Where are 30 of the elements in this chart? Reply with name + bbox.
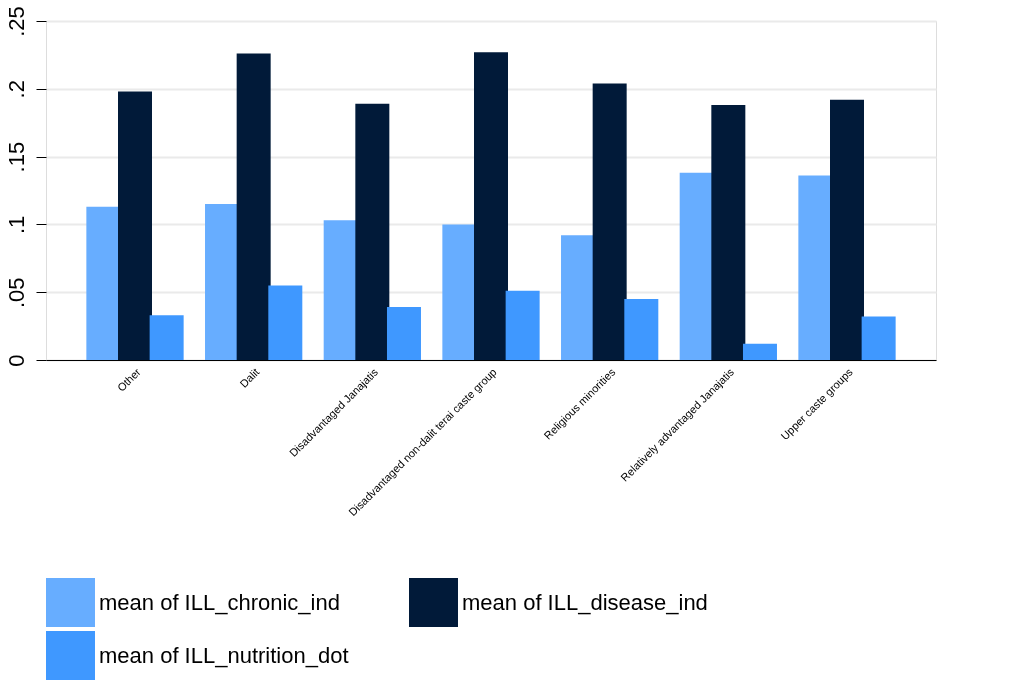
bar — [149, 315, 184, 360]
bar — [830, 99, 864, 360]
bar — [505, 290, 540, 360]
y-tick-label: .1 — [3, 215, 29, 235]
bar — [711, 105, 746, 360]
y-tick-label: .15 — [3, 141, 29, 173]
bar — [355, 103, 390, 360]
bar — [442, 224, 477, 360]
bar — [386, 307, 421, 360]
bar — [624, 298, 659, 360]
bar — [861, 316, 896, 360]
bar — [86, 206, 121, 360]
bar — [205, 204, 240, 360]
bar — [592, 83, 627, 360]
y-tick-label: 0 — [3, 354, 29, 367]
bar — [561, 235, 596, 360]
legend-label: mean of ILL_nutrition_dot — [99, 642, 349, 668]
bar — [118, 91, 152, 360]
legend-label: mean of ILL_disease_ind — [462, 589, 708, 615]
y-tick-label: .2 — [3, 80, 29, 99]
bar — [268, 285, 303, 360]
bar — [798, 175, 833, 360]
bar — [679, 172, 714, 360]
bar — [236, 53, 271, 360]
y-tick-label: .05 — [3, 277, 29, 308]
legend-label: mean of ILL_chronic_ind — [99, 589, 340, 615]
bar — [742, 343, 777, 360]
bar — [323, 220, 358, 360]
y-tick-label: .25 — [3, 6, 29, 37]
bar — [474, 52, 508, 360]
